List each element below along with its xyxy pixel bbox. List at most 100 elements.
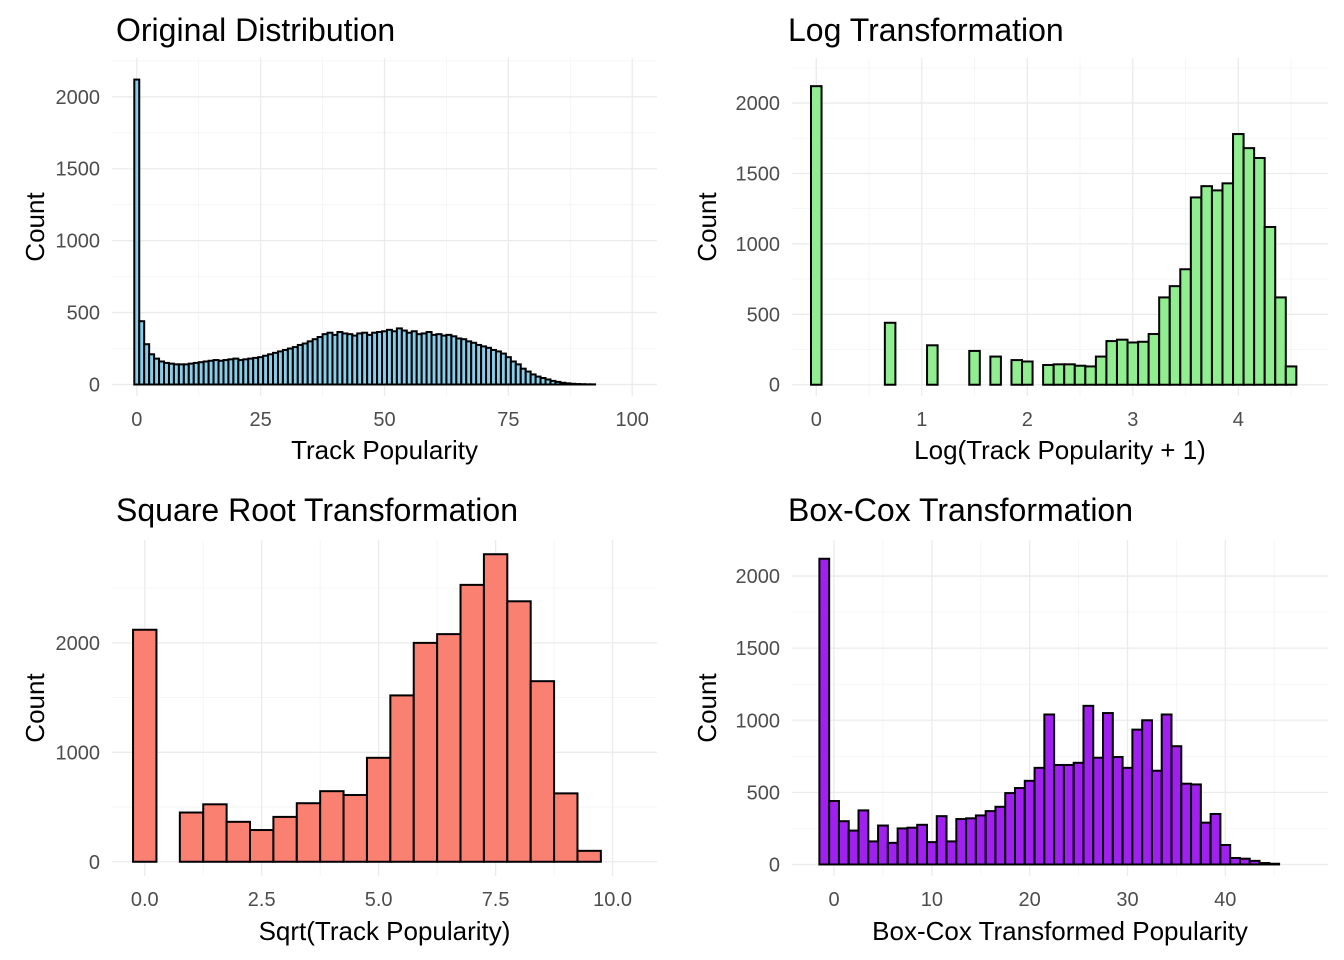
histogram-bar	[1150, 769, 1163, 866]
histogram-bar	[1115, 338, 1129, 386]
y-tick-label: 0	[89, 374, 100, 396]
x-tick-label: 20	[1019, 889, 1041, 911]
histogram-bar	[886, 841, 899, 866]
x-tick-label: 25	[250, 409, 272, 431]
y-tick-label: 2000	[736, 93, 781, 115]
panel-title: Log Transformation	[788, 12, 1064, 48]
y-axis-title: Count	[20, 192, 50, 262]
y-axis-title: Count	[692, 673, 722, 743]
y-tick-label: 2000	[736, 566, 781, 588]
y-tick-label: 500	[747, 304, 780, 326]
x-axis-title: Track Popularity	[291, 435, 478, 465]
y-axis-title: Count	[20, 673, 50, 743]
x-tick-label: 7.5	[482, 889, 510, 911]
x-tick-label: 50	[373, 409, 395, 431]
y-tick-label: 1500	[736, 163, 781, 185]
histogram-bar	[1033, 766, 1046, 866]
histogram-bar	[974, 814, 987, 866]
histogram-bar	[1062, 763, 1075, 866]
histogram-bar	[1248, 859, 1261, 866]
bars	[818, 557, 1281, 866]
x-tick-label: 0.0	[131, 889, 159, 911]
x-tick-label: 0	[131, 409, 142, 431]
histogram-bar	[818, 557, 831, 866]
x-tick-label: 75	[497, 409, 519, 431]
panel-title: Original Distribution	[116, 12, 395, 48]
x-axis-title: Log(Track Popularity + 1)	[914, 435, 1206, 465]
histogram-bar	[968, 349, 981, 386]
histogram-bar	[1274, 296, 1287, 386]
histogram-bar	[1179, 268, 1192, 386]
histogram-bar	[506, 600, 532, 863]
histogram-bar	[1242, 147, 1256, 386]
y-tick-label: 1000	[56, 742, 101, 764]
histogram-bar	[828, 800, 840, 866]
histogram-bar	[857, 809, 870, 866]
histogram-bar	[1042, 364, 1055, 386]
histogram-bar	[576, 849, 602, 863]
histogram-bar	[1043, 713, 1056, 866]
y-tick-label: 500	[67, 303, 100, 325]
histogram-bar	[809, 85, 823, 386]
histogram-bar	[1189, 196, 1203, 386]
histogram-bar	[1210, 189, 1224, 386]
y-tick-label: 1000	[736, 710, 781, 732]
x-tick-label: 3	[1127, 409, 1138, 431]
histogram-bar	[984, 810, 997, 866]
histogram-bar	[482, 553, 509, 863]
histogram-bar	[1219, 843, 1232, 866]
histogram-bar	[225, 820, 252, 863]
histogram-bar	[1072, 761, 1085, 866]
histogram-bar	[1180, 782, 1193, 866]
histogram-bar	[1190, 783, 1202, 866]
x-axis-title: Box-Cox Transformed Popularity	[872, 916, 1248, 946]
histogram-bar	[389, 694, 415, 863]
histogram-bar	[1268, 862, 1281, 866]
histogram-bar	[1021, 360, 1034, 386]
histogram-bar	[1200, 185, 1213, 386]
y-tick-label: 0	[769, 854, 780, 876]
histogram-bar	[1147, 333, 1161, 386]
histogram-bar	[133, 78, 141, 386]
histogram-bar	[1232, 133, 1245, 386]
histogram-bar	[867, 840, 880, 866]
histogram-bar	[906, 826, 919, 866]
histogram-bar	[837, 820, 850, 866]
bars	[133, 78, 597, 386]
x-tick-label: 0	[811, 409, 822, 431]
panel-title: Box-Cox Transformation	[788, 492, 1133, 528]
histogram-bar	[1014, 787, 1026, 866]
y-tick-label: 0	[89, 852, 100, 874]
histogram-bar	[202, 803, 228, 863]
histogram-bar	[178, 811, 205, 863]
x-tick-label: 2.5	[248, 889, 276, 911]
histogram-bar	[945, 840, 958, 866]
histogram-bar	[847, 829, 860, 866]
histogram-bar	[1168, 285, 1182, 386]
histogram-bar	[249, 829, 275, 863]
y-tick-label: 1500	[736, 638, 781, 660]
y-tick-label: 500	[747, 782, 780, 804]
x-tick-label: 30	[1116, 889, 1138, 911]
histogram-bar	[295, 802, 322, 863]
histogram-bar	[1126, 341, 1140, 386]
histogram-bar	[529, 680, 556, 863]
histogram-bar	[412, 641, 439, 863]
histogram-bar	[1229, 856, 1241, 866]
histogram-bar	[955, 818, 968, 866]
histogram-bar	[935, 815, 948, 866]
histogram-bar	[1052, 363, 1066, 386]
x-axis-title: Sqrt(Track Popularity)	[259, 916, 511, 946]
histogram-bar	[1131, 728, 1144, 866]
histogram-bar	[1023, 779, 1036, 866]
histogram-bar	[1084, 365, 1097, 386]
panel-2: 0 1 2 3 4 0 500 1000 1500 2000 Log Transformation L…	[692, 12, 1328, 465]
gridlines	[112, 58, 657, 396]
histogram-bar	[1094, 355, 1108, 386]
histogram-bar	[1199, 821, 1212, 866]
bars	[132, 553, 602, 863]
histogram-bar	[1209, 812, 1222, 866]
y-tick-label: 1000	[56, 231, 101, 253]
